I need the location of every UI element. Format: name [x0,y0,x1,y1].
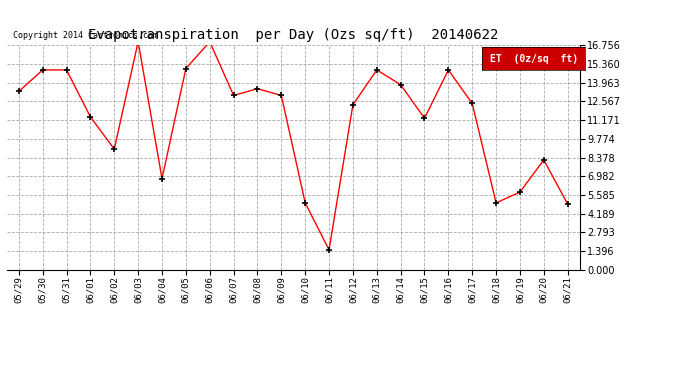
Title: Evapotranspiration  per Day (Ozs sq/ft)  20140622: Evapotranspiration per Day (Ozs sq/ft) 2… [88,28,498,42]
Text: Copyright 2014 Cartronics.com: Copyright 2014 Cartronics.com [12,32,157,40]
